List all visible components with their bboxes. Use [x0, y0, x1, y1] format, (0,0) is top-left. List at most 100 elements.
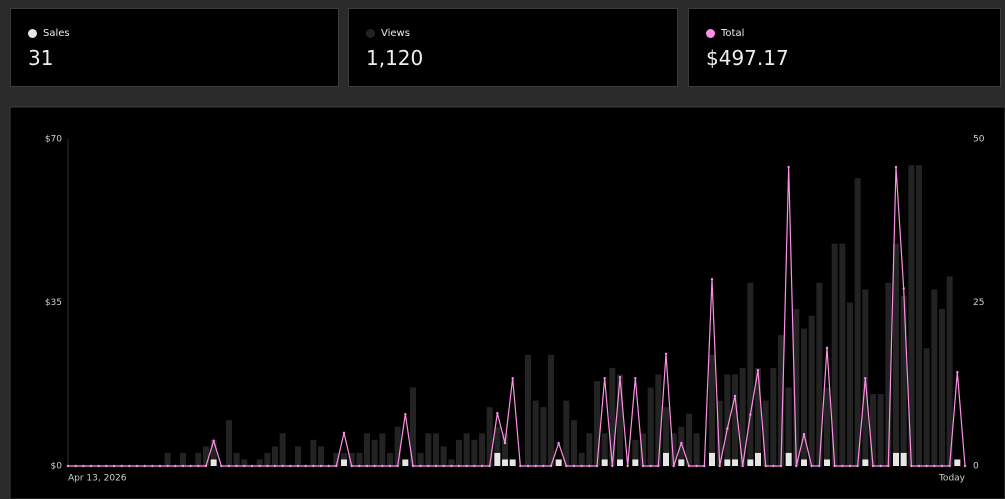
- bar: [241, 459, 248, 466]
- bar: [371, 439, 378, 466]
- bar: [862, 459, 869, 466]
- bar: [732, 459, 738, 466]
- line-point: [511, 376, 514, 380]
- line-point: [549, 464, 553, 468]
- card-label: Sales: [43, 28, 70, 39]
- line-point: [864, 376, 867, 380]
- line-point: [120, 464, 123, 468]
- line-point: [227, 464, 231, 468]
- bar: [778, 335, 784, 466]
- total-card: Total $497.17: [688, 8, 1001, 87]
- bar: [210, 459, 217, 466]
- bar: [785, 452, 792, 466]
- y-tick-label: $35: [45, 298, 62, 308]
- bar: [831, 243, 838, 466]
- line-point: [250, 464, 254, 468]
- bar: [440, 446, 447, 466]
- legend-dot: [706, 29, 715, 38]
- bar: [448, 459, 455, 466]
- line-point: [595, 464, 599, 468]
- line-point: [565, 464, 568, 468]
- line-point: [726, 427, 729, 430]
- line-point: [488, 464, 491, 468]
- line-point: [434, 464, 438, 468]
- y-tick-label: $0: [51, 462, 63, 472]
- bar: [318, 446, 324, 466]
- line-point: [396, 464, 399, 468]
- bar: [900, 295, 907, 466]
- bar: [256, 459, 263, 466]
- line-point: [526, 464, 530, 468]
- bar: [279, 433, 286, 466]
- bar: [686, 413, 692, 466]
- bar: [693, 433, 700, 466]
- bar: [709, 452, 715, 466]
- bar: [471, 439, 478, 466]
- bar: [502, 459, 508, 466]
- bar: [870, 394, 876, 466]
- bar: [387, 452, 393, 466]
- line-point: [480, 464, 484, 468]
- line-point: [910, 464, 913, 468]
- bar: [295, 446, 301, 466]
- line-point: [519, 464, 522, 468]
- line-point: [810, 464, 813, 468]
- bar: [824, 387, 830, 466]
- bar: [310, 439, 317, 466]
- line-point: [879, 464, 882, 468]
- bar: [893, 452, 899, 466]
- bar: [739, 367, 746, 466]
- bar: [647, 387, 654, 466]
- bar: [264, 452, 271, 466]
- bar: [555, 459, 562, 466]
- bar: [402, 459, 409, 466]
- line-point: [749, 413, 752, 416]
- line-point: [358, 464, 361, 468]
- bar: [724, 459, 731, 466]
- sales-card: Sales 31: [10, 8, 339, 87]
- bar: [816, 282, 823, 466]
- line-point: [756, 369, 760, 372]
- line-point: [871, 464, 875, 468]
- line-point: [166, 464, 169, 468]
- bar: [203, 446, 209, 466]
- line-point: [350, 464, 353, 468]
- line-point: [135, 464, 139, 468]
- bar: [762, 400, 769, 466]
- line-point: [925, 464, 928, 468]
- line-point: [664, 352, 668, 356]
- line-point: [319, 464, 323, 468]
- line-point: [143, 464, 146, 468]
- y2-tick-label: 50: [973, 135, 985, 145]
- bar: [847, 302, 853, 466]
- line-point: [649, 464, 652, 468]
- line-point: [741, 464, 744, 468]
- line-point: [281, 464, 284, 468]
- line-point: [917, 464, 921, 468]
- line-point: [258, 464, 261, 468]
- line-point: [703, 464, 706, 468]
- bar: [655, 374, 662, 466]
- y-tick-label: $70: [45, 135, 62, 145]
- x-tick-label: Apr 13, 2026: [68, 474, 127, 484]
- bar: [609, 367, 616, 466]
- line-point: [304, 464, 307, 468]
- bar: [548, 354, 554, 466]
- bar: [509, 459, 516, 466]
- line-point: [496, 412, 499, 415]
- bar: [908, 165, 915, 466]
- line-point: [603, 376, 606, 380]
- line-point: [710, 277, 714, 281]
- line-point: [442, 464, 445, 468]
- bar: [425, 433, 432, 466]
- bar: [502, 433, 508, 466]
- bar: [709, 354, 715, 466]
- bar: [640, 433, 646, 466]
- line-point: [956, 370, 959, 374]
- bar: [486, 407, 493, 466]
- line-point: [450, 464, 453, 468]
- line-point: [427, 464, 430, 468]
- bar: [670, 433, 677, 466]
- bar: [341, 459, 347, 466]
